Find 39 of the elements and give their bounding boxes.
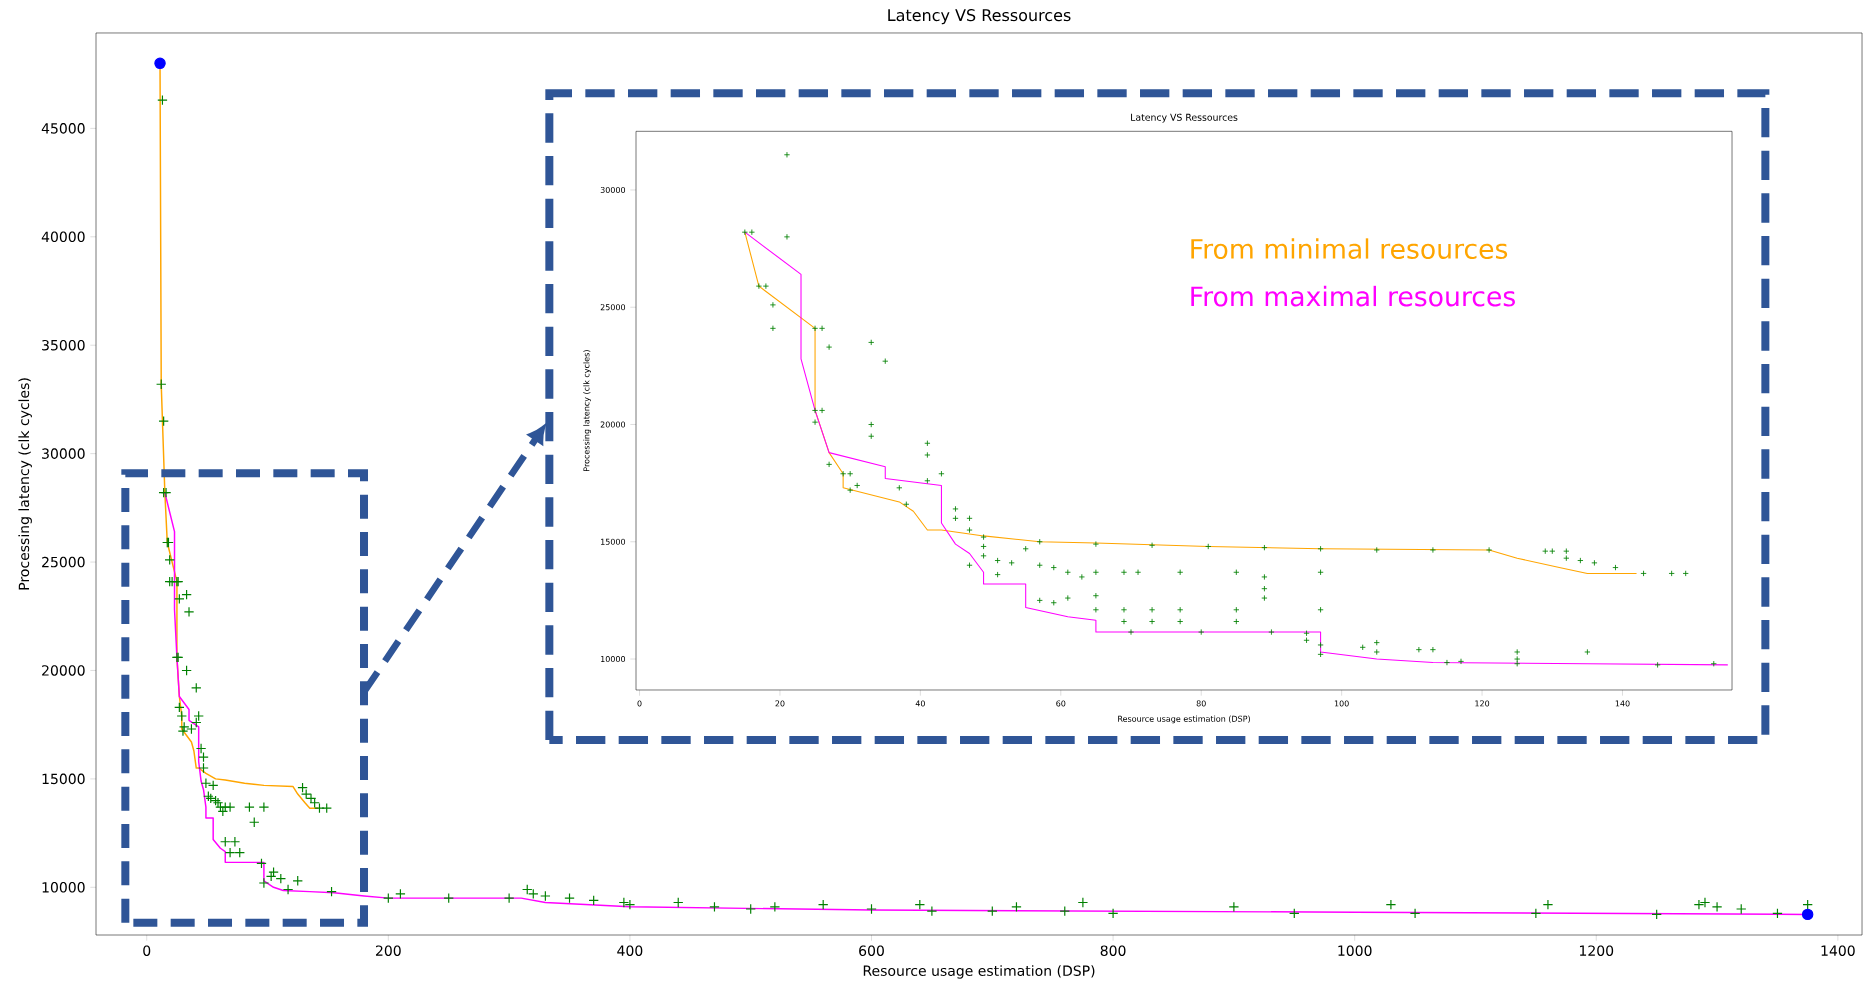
x-tick-label: 0 [637,700,642,707]
x-tick-label: 1200 [1579,945,1614,956]
y-tick-label: 45000 [41,123,85,134]
y-axis-title: Processing latency (clk cycles) [18,378,32,590]
y-tick-label: 35000 [42,339,85,351]
y-tick-label: 15000 [42,773,85,785]
x-tick-label: 100 [1334,700,1349,707]
y-tick-label: 10000 [42,882,85,893]
x-tick-label: 400 [617,945,643,956]
line-series [744,231,1729,666]
x-tick-label: 40 [915,700,925,707]
x-tick-label: 120 [1475,700,1490,707]
line-series [744,231,1638,574]
y-tick-label: 30000 [42,448,85,459]
x-tick-label: 200 [375,945,401,956]
y-tick-label: 25000 [600,304,626,311]
chart-title: Latency VS Ressources [888,9,1071,25]
x-tick-label: 1400 [1821,945,1855,956]
text: From maximal resources [1191,285,1515,307]
y-tick-label: 40000 [41,231,85,243]
x-tick-label: 1000 [1338,945,1372,956]
y-tick-label: 25000 [42,556,85,568]
y-tick-label: 20000 [600,421,626,428]
y-axis-title: Processing latency (clk cycles) [583,350,592,471]
x-tick-label: 20 [775,700,785,707]
x-tick-label: 140 [1615,700,1630,707]
x-tick-label: 80 [1196,700,1206,707]
x-tick-label: 800 [1100,945,1126,956]
y-tick-label: 30000 [600,186,626,193]
text: From minimal resources [1191,238,1508,259]
x-axis-title: Resource usage estimation (DSP) [1118,715,1250,724]
y-tick-label: 10000 [601,656,626,663]
y-tick-label: 20000 [42,665,85,676]
x-tick-label: 60 [1056,700,1066,707]
x-tick-label: 600 [859,945,884,956]
y-tick-label: 15000 [601,538,626,545]
chart-title: Latency VS Ressources [1131,113,1238,123]
x-tick-label: 0 [143,945,151,956]
x-axis-title: Resource usage estimation (DSP) [863,965,1095,979]
